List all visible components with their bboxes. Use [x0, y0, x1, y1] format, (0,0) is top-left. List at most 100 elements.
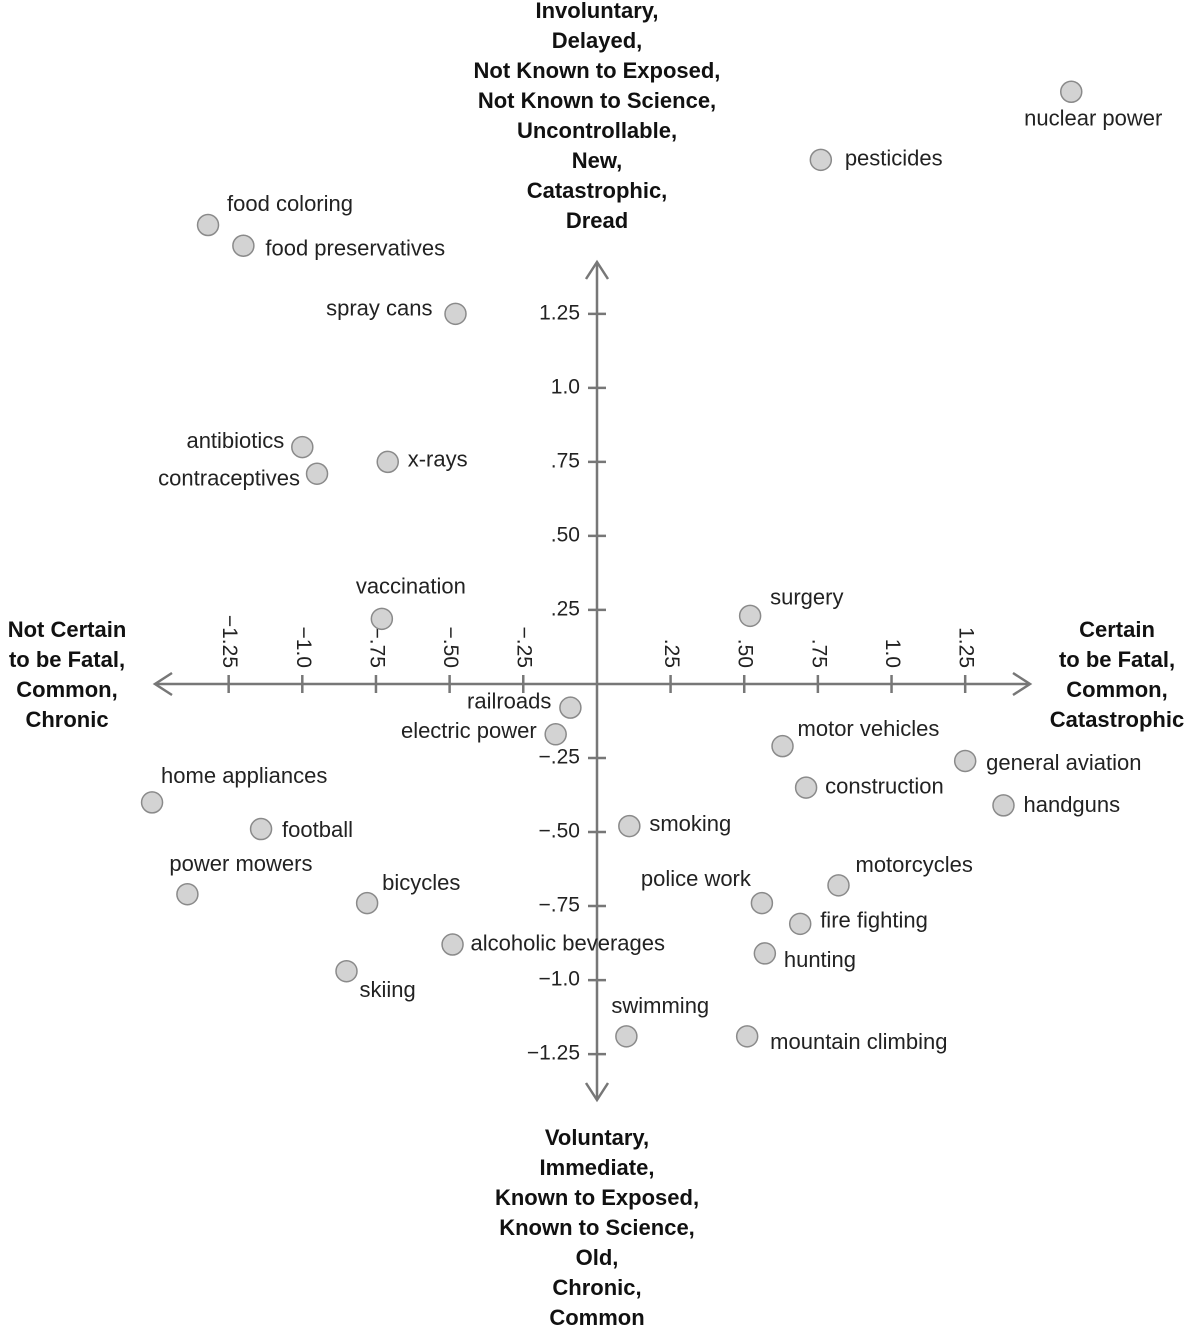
- y-tick-label: −.50: [539, 820, 580, 843]
- point-label: police work: [641, 866, 752, 891]
- point: [370, 607, 394, 631]
- point: [750, 891, 774, 915]
- x-tick-label: −1.25: [218, 615, 241, 668]
- x-tick-label: −.25: [513, 627, 536, 668]
- point: [196, 213, 220, 237]
- point: [794, 776, 818, 799]
- x-tick-label: .25: [660, 639, 683, 668]
- x-tick-label: −.50: [439, 627, 462, 668]
- x-tick-label: .50: [734, 639, 757, 668]
- point-label: construction: [825, 773, 944, 798]
- point-label: spray cans: [326, 296, 432, 321]
- point-label: motorcycles: [856, 852, 973, 877]
- axis-label: Common,: [1066, 677, 1167, 702]
- y-tick-label: −.75: [539, 894, 580, 917]
- point-label: railroads: [467, 688, 551, 713]
- x-tick-label: −1.0: [292, 627, 315, 668]
- x-tick-label: .75: [807, 639, 830, 668]
- point-label: x-rays: [408, 447, 468, 472]
- point-label: smoking: [649, 811, 731, 836]
- point: [738, 604, 762, 628]
- point: [441, 933, 464, 956]
- point: [355, 891, 379, 915]
- axis-label: Catastrophic,: [527, 178, 668, 203]
- point: [992, 794, 1015, 817]
- arrow-right: [1012, 671, 1033, 697]
- point: [735, 1025, 759, 1048]
- axis-label: New,: [572, 148, 623, 173]
- axis-label: Not Known to Exposed,: [474, 58, 721, 83]
- axis-label: Uncontrollable,: [517, 118, 677, 143]
- x-tick-label: 1.0: [881, 639, 904, 668]
- axis-label: Common: [549, 1305, 644, 1328]
- point-label: antibiotics: [186, 428, 284, 453]
- point-label: mountain climbing: [770, 1029, 947, 1054]
- point: [953, 749, 977, 773]
- point-label: fire fighting: [820, 908, 928, 933]
- point-label: football: [282, 817, 353, 842]
- axis-label: Immediate,: [540, 1155, 655, 1180]
- y-tick-label: .25: [551, 597, 580, 620]
- point-label: pesticides: [845, 146, 943, 171]
- axis-label: Known to Science,: [499, 1215, 695, 1240]
- point-label: nuclear power: [1024, 106, 1162, 131]
- point: [140, 791, 164, 814]
- axis-label: Chronic,: [552, 1275, 641, 1300]
- point: [753, 942, 777, 965]
- point-label: home appliances: [161, 763, 327, 788]
- point: [376, 450, 399, 474]
- axis-label: Voluntary,: [545, 1125, 649, 1150]
- point: [232, 234, 255, 257]
- axes: [152, 259, 1033, 1103]
- point: [249, 817, 273, 841]
- y-tick-label: .50: [551, 523, 580, 546]
- axis-label: Not Known to Science,: [478, 88, 716, 113]
- point: [444, 302, 467, 326]
- point: [544, 723, 567, 746]
- y-tick-label: .75: [551, 449, 580, 472]
- arrow-left: [152, 671, 173, 697]
- axis-label: Common,: [16, 677, 117, 702]
- point-label: surgery: [770, 585, 843, 610]
- point: [827, 874, 850, 897]
- point: [559, 696, 582, 719]
- point-label: food coloring: [227, 191, 353, 216]
- point-label: alcoholic beverages: [471, 930, 665, 955]
- point-label: motor vehicles: [798, 716, 940, 741]
- point: [291, 435, 314, 459]
- y-tick-label: 1.25: [539, 301, 580, 324]
- point: [305, 462, 329, 485]
- axis-label: Delayed,: [552, 28, 643, 53]
- point-label: handguns: [1023, 792, 1120, 817]
- axis-label: Chronic: [25, 707, 108, 732]
- axis-label: Certain: [1079, 617, 1155, 642]
- point-label: bicycles: [382, 870, 460, 895]
- axis-label: Known to Exposed,: [495, 1185, 699, 1210]
- arrow-up: [584, 259, 610, 280]
- x-tick-label: 1.25: [955, 627, 978, 668]
- point-label: general aviation: [986, 750, 1141, 775]
- axis-label: Catastrophic: [1050, 707, 1184, 732]
- point: [176, 882, 199, 906]
- axis-label: to be Fatal,: [1059, 647, 1175, 672]
- point-label: contraceptives: [158, 466, 300, 491]
- point: [788, 912, 812, 936]
- y-tick-label: −1.0: [539, 968, 580, 991]
- axis-label: Dread: [566, 208, 628, 233]
- axis-label: Involuntary,: [535, 0, 658, 23]
- point-label: swimming: [611, 993, 709, 1018]
- point-label: food preservatives: [265, 236, 445, 261]
- arrow-down: [584, 1082, 610, 1103]
- point-label: electric power: [401, 718, 537, 743]
- axis-label: Old,: [576, 1245, 619, 1270]
- point: [335, 959, 358, 983]
- axis-label: to be Fatal,: [9, 647, 125, 672]
- x-tick-label: −.75: [365, 627, 388, 668]
- point-label: power mowers: [169, 851, 312, 876]
- y-tick-label: −1.25: [527, 1042, 580, 1065]
- y-tick-label: −.25: [539, 746, 580, 769]
- axis-label: Not Certain: [8, 617, 127, 642]
- point-label: vaccination: [356, 574, 466, 599]
- point: [809, 148, 833, 172]
